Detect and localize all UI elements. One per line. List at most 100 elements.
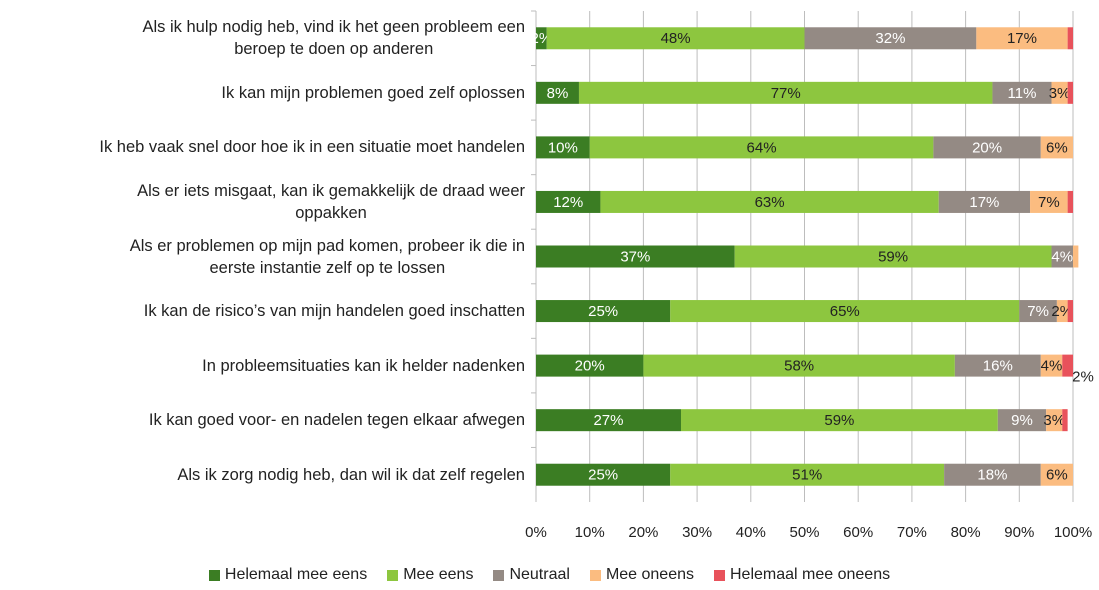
category-label: In probleemsituaties kan ik helder naden… [202, 356, 525, 375]
x-tick-label: 60% [843, 524, 873, 541]
category-label-box: Als er iets misgaat, kan ik gemakkelijk … [0, 177, 525, 227]
bar-segment [997, 409, 1047, 432]
bar-segment [1051, 81, 1068, 104]
category-label: Als er problemen op mijn pad komen, prob… [129, 236, 525, 277]
bar-segment [670, 300, 1020, 323]
data-label: 4% [1051, 248, 1073, 265]
legend-swatch [589, 569, 601, 581]
category-label: Als er iets misgaat, kan ik gemakkelijk … [137, 181, 525, 222]
bar-segment [976, 27, 1068, 50]
bar-segment [643, 354, 955, 377]
x-tick-label: 30% [682, 524, 712, 541]
legend-label: Mee oneens [605, 566, 694, 583]
data-label: 65% [830, 303, 860, 320]
bar-segment [1062, 409, 1068, 432]
data-label: 59% [878, 248, 908, 265]
data-label: 17% [1007, 30, 1037, 47]
category-label-box: Als ik hulp nodig heb, vind ik het geen … [0, 13, 525, 63]
data-label: 17% [969, 194, 999, 211]
data-label: 6% [1046, 467, 1068, 484]
bar-segment [1040, 463, 1073, 486]
bar-segment [944, 463, 1041, 486]
bar-segment [1067, 81, 1073, 104]
data-label: 20% [575, 358, 605, 375]
bar-segment [536, 409, 681, 432]
bar-segment [1040, 136, 1073, 159]
data-label: 48% [661, 30, 691, 47]
bar-segment [536, 136, 590, 159]
category-label-box: Ik kan de risico’s van mijn handelen goe… [0, 286, 525, 336]
legend-swatch [714, 569, 725, 581]
data-label: 4% [1041, 358, 1063, 375]
data-label: 64% [747, 139, 777, 156]
category-label: Ik kan goed voor- en nadelen tegen elkaa… [148, 411, 525, 430]
bar-segment [734, 245, 1052, 268]
category-label: Als ik hulp nodig heb, vind ik het geen … [142, 18, 525, 59]
bar-segment [670, 463, 945, 486]
bar-segment [933, 136, 1041, 159]
legend-item: Helemaal mee eens [208, 566, 367, 584]
data-label: 16% [983, 358, 1013, 375]
bar-segment [536, 463, 671, 486]
x-tick-label: 80% [951, 524, 981, 541]
data-label: 8% [547, 85, 569, 102]
bar-segment [1062, 354, 1073, 377]
data-label: 25% [588, 467, 618, 484]
data-label: 25% [588, 303, 618, 320]
data-label: 2% [1072, 369, 1094, 386]
legend-item: Helemaal mee oneens [714, 566, 890, 584]
x-tick-label: 100% [1054, 524, 1092, 541]
category-label-box: Ik kan mijn problemen goed zelf oplossen [0, 68, 525, 118]
bar-segment [1019, 300, 1057, 323]
category-label: Ik kan de risico’s van mijn handelen goe… [143, 302, 525, 321]
data-label: 7% [1038, 194, 1060, 211]
bar-segment [578, 81, 993, 104]
data-label: 27% [593, 412, 623, 429]
bar-segment [804, 27, 977, 50]
legend-label: Mee eens [403, 566, 474, 583]
bar-segment [536, 245, 735, 268]
category-label: Als ik zorg nodig heb, dan wil ik dat ze… [177, 465, 525, 484]
legend-label: Helemaal mee oneens [730, 566, 891, 583]
bar-segment [938, 190, 1031, 213]
x-tick-label: 10% [575, 524, 605, 541]
x-tick-label: 70% [897, 524, 927, 541]
bar-segment [536, 300, 671, 323]
legend-item: Neutraal [493, 566, 570, 584]
category-label-box: In probleemsituaties kan ik helder naden… [0, 341, 525, 391]
data-label: 7% [1027, 303, 1049, 320]
bar-segment [1067, 300, 1073, 323]
legend-label: Neutraal [509, 566, 570, 583]
legend-item: Mee eens [387, 566, 473, 584]
bar-segment [589, 136, 934, 159]
data-label: 3% [1043, 412, 1065, 429]
bar-segment [1073, 245, 1079, 268]
bar-segment [536, 354, 644, 377]
data-label: 6% [1046, 139, 1068, 156]
bar-segment [1067, 27, 1073, 50]
data-label: 37% [620, 248, 650, 265]
bar-segment [1040, 354, 1063, 377]
bar-segment [1067, 190, 1073, 213]
data-label: 9% [1011, 412, 1033, 429]
bar-segment [680, 409, 998, 432]
bar-segment [992, 81, 1052, 104]
category-label: Ik heb vaak snel door hoe ik in een situ… [99, 138, 525, 157]
bar-segment [1051, 245, 1073, 268]
data-label: 77% [771, 85, 801, 102]
bar-segment [546, 27, 805, 50]
x-tick-label: 40% [736, 524, 766, 541]
bar-segment [536, 190, 601, 213]
x-tick-label: 0% [525, 524, 547, 541]
bar-segment [536, 27, 547, 50]
bar-segment [954, 354, 1041, 377]
data-label: 20% [972, 139, 1002, 156]
data-label: 12% [553, 194, 583, 211]
x-tick-label: 90% [1004, 524, 1034, 541]
legend-swatch [208, 569, 220, 581]
category-label-box: Als er problemen op mijn pad komen, prob… [0, 232, 525, 282]
category-label-box: Ik kan goed voor- en nadelen tegen elkaa… [0, 395, 525, 445]
x-tick-label: 50% [789, 524, 819, 541]
data-label: 18% [977, 467, 1007, 484]
